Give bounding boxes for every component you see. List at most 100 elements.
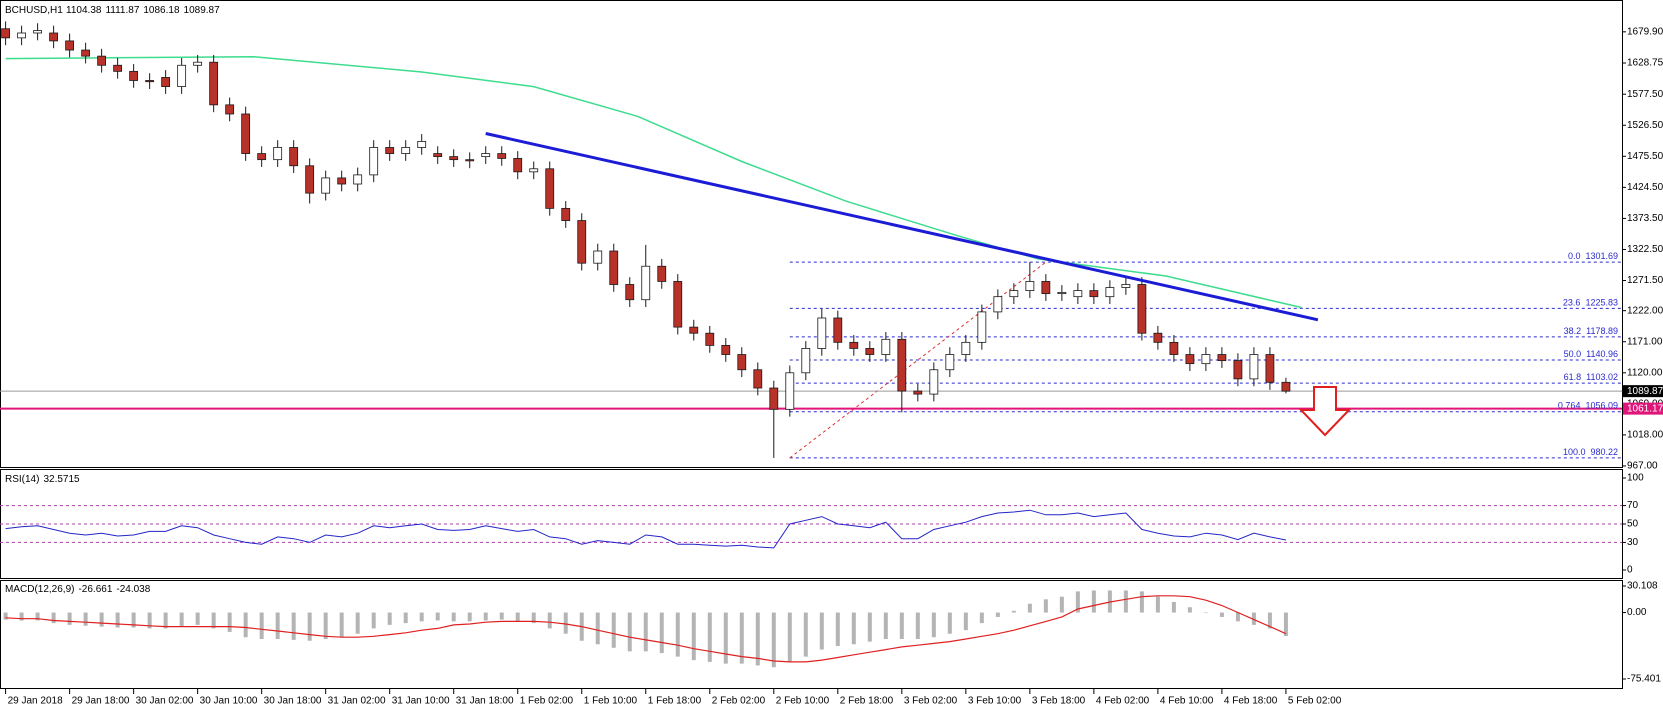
macd-bar <box>1091 590 1096 613</box>
candle-body <box>865 348 875 355</box>
candle-body <box>785 372 795 410</box>
price-panel-frame <box>0 0 1623 468</box>
y-tick-label: 100 <box>1627 473 1644 484</box>
macd-signal <box>5 595 1287 663</box>
y-tick-label: 967.00 <box>1627 461 1658 472</box>
candle-body <box>705 332 715 346</box>
macd-bar <box>211 612 216 629</box>
macd-bar <box>115 612 120 628</box>
candle-body <box>433 153 443 158</box>
rsi-line <box>5 509 1286 549</box>
fib-level-label: 23.6 1225.83 <box>1563 298 1618 308</box>
macd-bar <box>259 612 264 639</box>
candle-body <box>945 354 955 371</box>
fib-level-label: 61.8 1103.02 <box>1564 373 1618 383</box>
header-close: 1089.87 <box>184 5 221 16</box>
rsi-title: RSI(14) <box>5 474 39 485</box>
macd-bar <box>275 612 280 639</box>
y-tick-label: 1577.50 <box>1627 89 1663 100</box>
trendline <box>485 132 1319 322</box>
x-tick-label: 29 Jan 2018 <box>8 696 63 707</box>
candle-body <box>417 140 427 148</box>
macd-bar <box>803 612 808 657</box>
macd-bar <box>307 612 312 641</box>
candle-layer <box>1 21 1291 458</box>
candle-body <box>1009 290 1019 298</box>
fib-level-label: 0.764 1056.09 <box>1558 401 1618 411</box>
y-tick-label: 0.00 <box>1627 607 1647 618</box>
y-tick-label: 1475.50 <box>1627 151 1663 162</box>
macd-bar <box>499 612 504 620</box>
candle-body <box>305 165 315 194</box>
macd-bar <box>355 612 360 634</box>
macd-bar <box>627 612 632 652</box>
candle-body <box>401 147 411 154</box>
macd-bar <box>451 612 456 622</box>
candle-body <box>1217 354 1227 362</box>
candle-body <box>1281 381 1291 392</box>
y-tick-label: 30 <box>1627 537 1639 548</box>
close-price-label: 1089.87 <box>1627 386 1663 397</box>
macd-signal-value: -24.038 <box>116 584 150 595</box>
macd-bar <box>51 612 56 624</box>
macd-bar <box>675 612 680 657</box>
macd-bar <box>67 612 72 625</box>
y-tick-label: -75.401 <box>1627 674 1661 685</box>
y-tick-label: 30.108 <box>1627 581 1658 592</box>
macd-bar <box>963 612 968 631</box>
candle-body <box>849 341 859 349</box>
fib-price: 980.22 <box>1590 447 1618 457</box>
macd-bar <box>707 612 712 662</box>
macd-bar <box>419 612 424 622</box>
fib-level: 38.2 <box>1564 326 1582 336</box>
x-tick-label: 30 Jan 02:00 <box>136 696 194 707</box>
y-tick-label: 1526.50 <box>1627 120 1663 131</box>
top-layer: 1679.90 1628.75 1577.50 1526.50 1475.50 1424.… <box>5 26 1663 707</box>
rsi-value: 32.5715 <box>43 474 80 485</box>
macd-bar <box>1187 607 1192 613</box>
candle-body <box>641 265 651 301</box>
macd-bar <box>1011 610 1016 613</box>
candle-body <box>881 338 891 355</box>
candle-body <box>993 296 1003 313</box>
candle-body <box>1185 354 1195 365</box>
candle-body <box>1025 281 1035 291</box>
y-tick-label: 1271.50 <box>1627 275 1663 286</box>
macd-title: MACD(12,26,9) <box>5 584 74 595</box>
macd-bar <box>931 612 936 638</box>
candle-body <box>497 153 507 159</box>
candle-body <box>577 220 587 264</box>
macd-bar <box>131 612 136 628</box>
x-tick-label: 31 Jan 18:00 <box>456 696 514 707</box>
candle-body <box>33 30 43 34</box>
y-tick-label: 1424.50 <box>1627 182 1663 193</box>
macd-bar <box>83 612 88 626</box>
candle-body <box>961 341 971 355</box>
candle-body <box>177 64 187 87</box>
macd-header: MACD(12,26,9) -26.661 -24.038 <box>5 584 151 595</box>
macd-bar <box>371 612 376 629</box>
x-tick-label: 30 Jan 10:00 <box>200 696 258 707</box>
macd-bar <box>547 612 552 629</box>
close-price-box <box>1623 385 1663 398</box>
macd-bar <box>531 612 536 624</box>
candle-body <box>449 156 459 161</box>
candle-body <box>145 80 155 83</box>
x-tick-label: 2 Feb 02:00 <box>712 696 766 707</box>
macd-bar <box>1059 596 1064 613</box>
candle-body <box>353 174 363 185</box>
candle-body <box>545 168 555 209</box>
macd-bar <box>563 612 568 634</box>
macd-bar <box>483 612 488 621</box>
y-tick-label: 1373.50 <box>1627 213 1663 224</box>
y-tick-label: 0 <box>1627 565 1633 576</box>
candle-body <box>689 326 699 334</box>
candle-body <box>321 177 331 194</box>
price-line-box <box>1623 402 1663 415</box>
macd-bar <box>819 612 824 650</box>
fib-level-label: 50.0 1140.96 <box>1564 349 1618 359</box>
macd-bar <box>947 612 952 634</box>
candle-body <box>1089 290 1099 298</box>
